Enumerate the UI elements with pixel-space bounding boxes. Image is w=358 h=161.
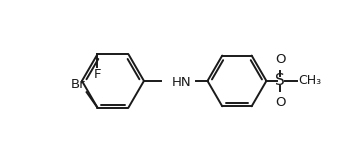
Text: S: S — [275, 73, 285, 88]
Text: O: O — [275, 52, 286, 66]
Text: Br: Br — [71, 78, 85, 91]
Text: F: F — [94, 68, 101, 81]
Text: HN: HN — [171, 76, 191, 89]
Text: CH₃: CH₃ — [298, 74, 321, 87]
Text: O: O — [275, 96, 286, 109]
